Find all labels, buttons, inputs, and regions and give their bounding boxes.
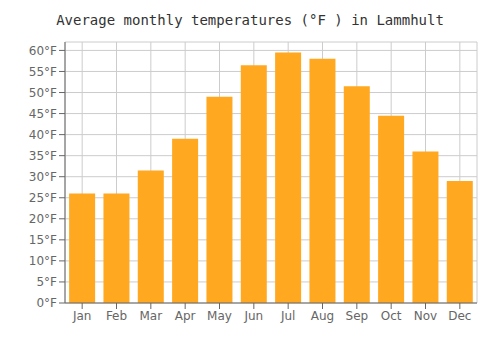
svg-text:Jan: Jan [72,309,92,323]
svg-text:Apr: Apr [175,309,196,323]
svg-text:0°F: 0°F [36,296,57,310]
svg-text:20°F: 20°F [29,212,57,226]
svg-text:Sep: Sep [346,309,369,323]
svg-text:55°F: 55°F [29,65,57,79]
svg-text:25°F: 25°F [29,191,57,205]
svg-text:30°F: 30°F [29,170,57,184]
svg-text:Jun: Jun [243,309,263,323]
svg-text:Aug: Aug [311,309,334,323]
svg-text:15°F: 15°F [29,233,57,247]
html-text:Average monthly temperatures (: Average monthly temperatures (°F ) in La… [56,12,444,28]
svg-text:Mar: Mar [140,309,163,323]
svg-text:35°F: 35°F [29,149,57,163]
svg-text:5°F: 5°F [36,275,57,289]
svg-text:Oct: Oct [381,309,402,323]
svg-text:60°F: 60°F [29,44,57,58]
svg-text:40°F: 40°F [29,128,57,142]
svg-text:May: May [207,309,232,323]
svg-text:50°F: 50°F [29,86,57,100]
svg-text:45°F: 45°F [29,107,57,121]
svg-text:Jul: Jul [280,309,295,323]
svg-text:Nov: Nov [414,309,437,323]
svg-text:10°F: 10°F [29,254,57,268]
svg-text:Feb: Feb [106,309,127,323]
svg-text:Dec: Dec [448,309,471,323]
